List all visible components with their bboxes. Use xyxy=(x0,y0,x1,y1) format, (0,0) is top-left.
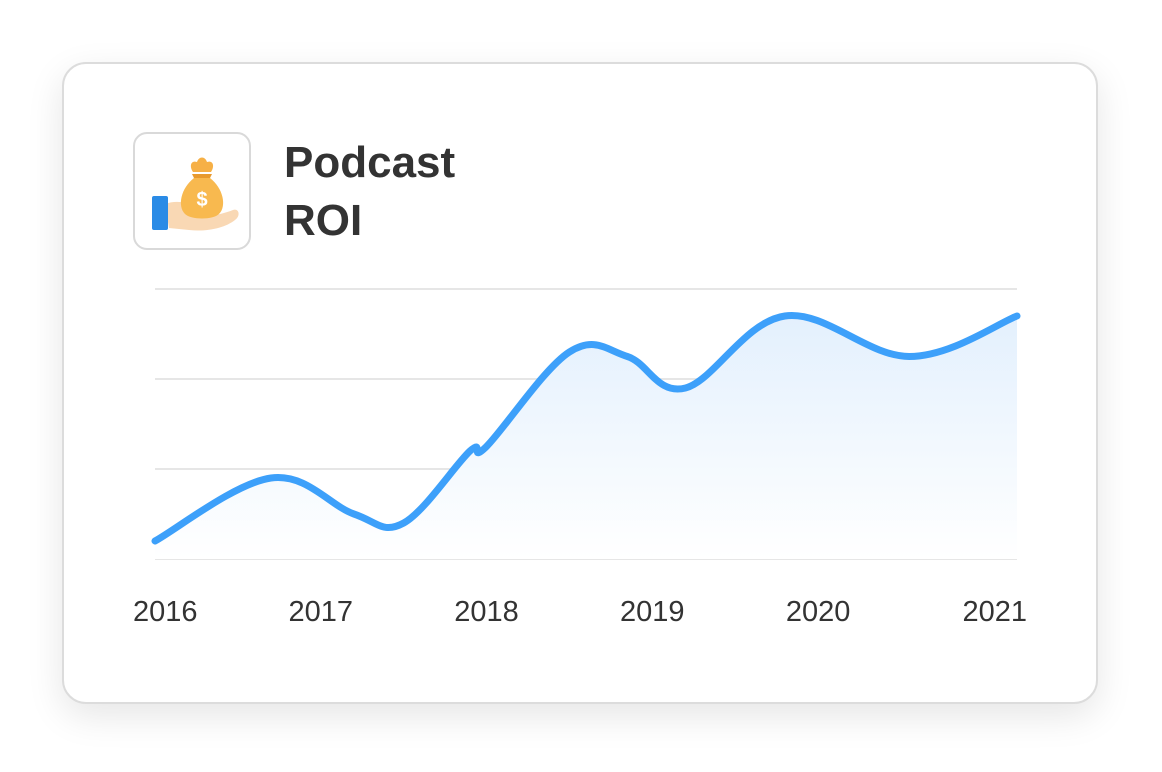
x-tick-label: 2019 xyxy=(620,596,685,628)
x-tick-label: 2021 xyxy=(962,596,1027,628)
title-line-1: Podcast xyxy=(284,138,456,187)
series-line xyxy=(151,312,1021,545)
svg-text:$: $ xyxy=(196,189,207,211)
x-tick-label: 2017 xyxy=(289,596,354,628)
card-title: Podcast ROI xyxy=(284,134,684,250)
x-tick-label: 2018 xyxy=(454,596,519,628)
x-tick-label: 2020 xyxy=(786,596,851,628)
x-axis-tick-labels: 2016 2017 2018 2019 2020 2021 xyxy=(133,596,1027,628)
money-bag-in-hand-icon: $ xyxy=(133,132,251,250)
series-area-fill xyxy=(155,315,1017,559)
title-line-2: ROI xyxy=(284,196,363,245)
x-tick-label: 2016 xyxy=(133,596,198,628)
